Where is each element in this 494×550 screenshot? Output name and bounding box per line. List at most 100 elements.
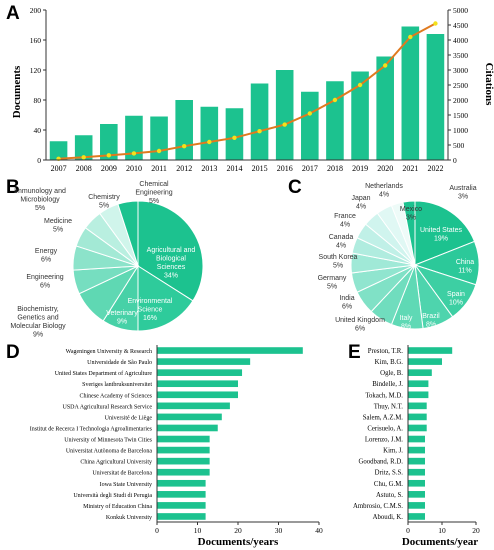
- panel-c-pie: C United States 19% China 11% Spain 10% Brazil…: [288, 177, 480, 333]
- pie-b-label-pct: 16%: [143, 315, 157, 322]
- d-bar: [157, 457, 210, 465]
- xtick-label: 2019: [352, 164, 368, 173]
- pie-b-label-line: Agricultural and: [147, 247, 196, 254]
- ytick-label-right: 2000: [453, 96, 468, 105]
- citation-point-2022: [433, 21, 438, 26]
- pie-c-label-line: France: [334, 213, 356, 220]
- pie-b-label-pct: 6%: [40, 283, 50, 290]
- bar-documents-2008: [74, 135, 93, 160]
- pie-b-label-pct: 34%: [164, 273, 178, 280]
- e-category-label: Dritz, S.S.: [375, 470, 404, 477]
- bar-documents-2007: [49, 141, 68, 160]
- pie-c-label: China 11%: [456, 259, 474, 275]
- d-bar: [157, 380, 238, 388]
- e-category-label: Kim, B.G.: [375, 359, 404, 366]
- e-xtick-label: 0: [406, 526, 410, 535]
- pie-c-label-pct: 4%: [356, 204, 366, 211]
- ylabel-left: Documents: [11, 65, 23, 118]
- ytick-label-right: 5000: [453, 6, 468, 15]
- bar-documents-2010: [125, 115, 143, 160]
- panel-label-b: B: [6, 177, 20, 198]
- pie-b-label-line: Energy: [35, 248, 58, 255]
- bar-documents-2016: [275, 70, 294, 160]
- xtick-label: 2022: [427, 164, 443, 173]
- pie-c-label-pct: 8%: [401, 324, 411, 331]
- d-bar: [157, 424, 218, 432]
- pie-b-label-line: Environmental: [128, 298, 173, 305]
- bar-documents-2022: [426, 34, 445, 160]
- pie-c-label-line: Japan: [351, 195, 370, 202]
- pie-c-label-line: Brazil: [422, 313, 440, 320]
- ytick-label-left: 120: [30, 66, 42, 75]
- e-category-label: Chu, G.M.: [374, 481, 403, 488]
- pie-b-label-line: Engineering: [135, 190, 172, 197]
- e-bar: [408, 468, 425, 476]
- pie-b-label-pct: 6%: [41, 257, 51, 264]
- citation-point-2018: [332, 97, 338, 103]
- pie-c-label-line: South Korea: [319, 254, 358, 261]
- pie-c-label: Japan 4%: [351, 195, 370, 211]
- citation-point-2010: [131, 151, 137, 156]
- citation-point-2011: [156, 148, 162, 154]
- ytick-label-left: 40: [34, 126, 42, 135]
- pie-b-label-line: Biochemistry,: [17, 306, 59, 313]
- pie-b-label-pct: 5%: [35, 205, 45, 212]
- d-category-label: Sveriges lantbruksuniversitet: [82, 382, 152, 388]
- e-bar: [408, 358, 442, 365]
- pie-c-label: Australia 3%: [449, 185, 476, 201]
- pie-b-label-line: Sciences: [157, 264, 186, 271]
- citation-point-2016: [282, 122, 287, 127]
- pie-b-label: Veterinary 9%: [106, 310, 138, 326]
- pie-b-label-line: Immunology and: [14, 188, 66, 195]
- pie-b-label-pct: 9%: [117, 319, 127, 326]
- bar-documents-2015: [250, 83, 269, 160]
- pie-c-label-pct: 6%: [342, 304, 352, 311]
- d-category-label: Université de Liège: [105, 415, 153, 421]
- bar-documents-2014: [225, 108, 244, 160]
- pie-c-label-line: China: [456, 259, 474, 266]
- d-category-label: Konkuk University: [106, 515, 152, 521]
- d-bar: [157, 513, 206, 520]
- pie-b-slice: [137, 265, 194, 332]
- d-category-label: Universidade de São Paulo: [87, 360, 152, 366]
- d-bar: [157, 468, 210, 476]
- pie-c-label-pct: 10%: [449, 300, 463, 307]
- d-category-label: Università degli Studi di Perugia: [73, 493, 152, 499]
- pie-c-label-line: United States: [420, 227, 463, 234]
- citation-point-2019: [357, 82, 363, 88]
- d-bar: [157, 446, 210, 454]
- pie-b-label-line: Biological: [156, 256, 186, 263]
- d-category-label: Chinese Academy of Sciences: [80, 392, 153, 399]
- e-category-label: Ambrosio, C.M.S.: [353, 503, 403, 510]
- xtick-label: 2013: [201, 164, 217, 173]
- pie-c-label: Canada 4%: [329, 234, 354, 250]
- d-bar: [157, 391, 238, 399]
- d-category-label: Universitat de Barcelona: [92, 471, 152, 477]
- d-bar: [157, 413, 222, 421]
- citation-point-2021: [408, 34, 413, 40]
- pie-b-label-line: Veterinary: [106, 310, 138, 317]
- e-category-label: Goodband, R.D.: [358, 459, 403, 466]
- d-xtick-label: 0: [155, 526, 159, 535]
- d-xtick-label: 40: [315, 526, 323, 535]
- xtick-label: 2011: [151, 164, 167, 173]
- citation-point-2020: [382, 63, 388, 68]
- d-bar: [157, 369, 243, 376]
- pie-c-label-pct: 19%: [434, 236, 448, 243]
- e-bar: [408, 457, 425, 465]
- ytick-label-right: 0: [453, 156, 457, 165]
- bar-documents-2012: [175, 100, 193, 160]
- e-category-label: Bindelle, J.: [372, 381, 403, 388]
- pie-c-label-line: Canada: [329, 234, 354, 241]
- pie-c-label: Brazil 8%: [422, 313, 440, 329]
- pie-c-label-line: India: [339, 295, 354, 302]
- pie-c-label-pct: 3%: [458, 194, 468, 201]
- xtick-label: 2007: [51, 164, 67, 173]
- d-bar: [157, 358, 251, 365]
- e-category-label: Aboudi, K.: [373, 514, 404, 521]
- citation-point-2017: [307, 111, 313, 116]
- citation-point-2014: [232, 135, 237, 140]
- pie-c-label-pct: 11%: [458, 268, 472, 275]
- pie-b-label-line: Chemical: [139, 181, 169, 188]
- bar-documents-2019: [351, 71, 369, 160]
